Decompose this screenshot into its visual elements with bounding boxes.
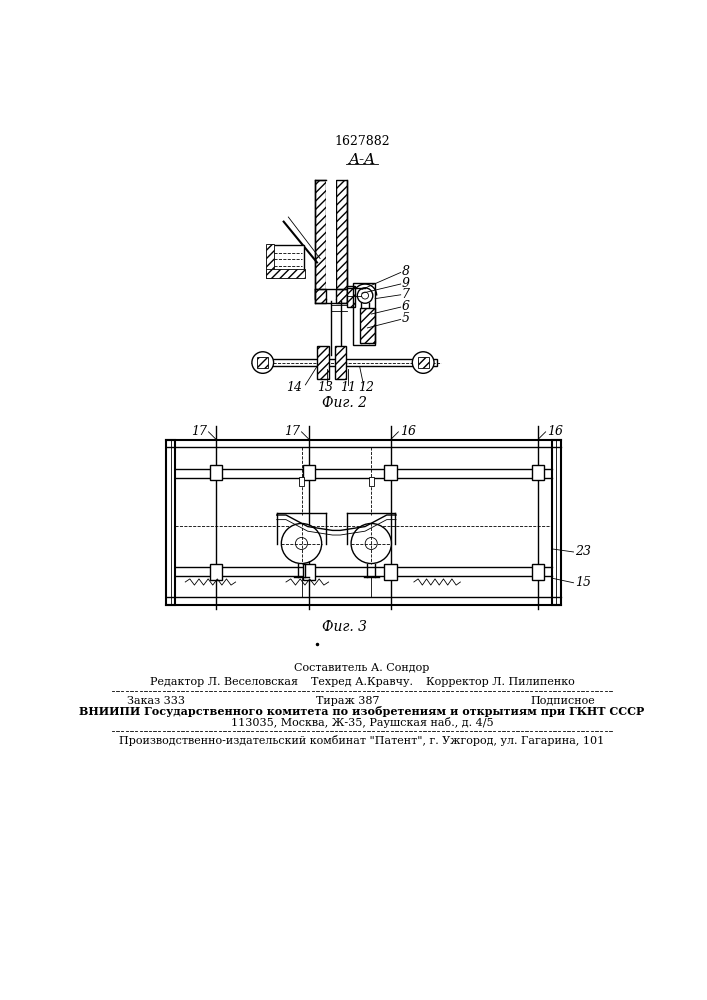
Text: ВНИИПИ Государственного комитета по изобретениям и открытиям при ГКНТ СССР: ВНИИПИ Государственного комитета по изоб… (79, 706, 645, 717)
Text: Тираж 387: Тираж 387 (316, 696, 380, 706)
Circle shape (419, 358, 428, 367)
Text: Фиг. 2: Фиг. 2 (322, 396, 367, 410)
Text: 16: 16 (547, 425, 563, 438)
Circle shape (296, 537, 308, 550)
Text: Редактор Л. Веселовская: Редактор Л. Веселовская (151, 677, 298, 687)
Circle shape (258, 358, 267, 367)
Bar (385, 564, 397, 580)
Bar (299, 477, 304, 486)
Bar (532, 465, 544, 480)
Bar (303, 564, 315, 580)
Text: 23: 23 (575, 545, 591, 558)
Text: 17: 17 (191, 425, 207, 438)
Circle shape (366, 537, 378, 550)
Text: 1627882: 1627882 (334, 135, 390, 148)
Text: Техред А.Кравчу.: Техред А.Кравчу. (311, 677, 413, 687)
Text: Подписное: Подписное (530, 696, 595, 706)
Text: 6: 6 (402, 300, 409, 313)
Text: Составитель А. Сондор: Составитель А. Сондор (294, 663, 430, 673)
Bar (166, 440, 175, 605)
Bar (315, 289, 327, 303)
Bar (337, 289, 347, 303)
Text: Производственно-издательский комбинат "Патент", г. Ужгород, ул. Гагарина, 101: Производственно-издательский комбинат "П… (119, 735, 604, 746)
Text: 9: 9 (402, 277, 409, 290)
Circle shape (252, 352, 274, 373)
Circle shape (357, 288, 373, 303)
Text: 17: 17 (284, 425, 300, 438)
Circle shape (351, 523, 392, 564)
Bar (327, 180, 337, 299)
Bar (210, 564, 223, 580)
Bar (266, 244, 274, 278)
Circle shape (361, 292, 368, 299)
Bar (385, 465, 397, 480)
Text: 16: 16 (400, 425, 416, 438)
Bar (257, 357, 268, 368)
Bar (317, 346, 329, 379)
Text: A-A: A-A (349, 153, 375, 167)
Text: Фиг. 3: Фиг. 3 (322, 620, 367, 634)
Bar (256, 357, 267, 368)
Bar (354, 283, 375, 345)
Bar (303, 465, 315, 480)
Bar (255, 359, 437, 366)
Bar (266, 269, 305, 278)
Text: Корректор Л. Пилипенко: Корректор Л. Пилипенко (426, 677, 575, 687)
Circle shape (281, 523, 322, 564)
Bar (369, 477, 373, 486)
Bar (335, 346, 346, 379)
Text: 15: 15 (575, 576, 591, 588)
Text: 13: 13 (317, 381, 333, 394)
Text: 5: 5 (402, 312, 409, 325)
Bar (532, 564, 544, 580)
Text: Заказ 333: Заказ 333 (127, 696, 185, 706)
Bar (418, 357, 428, 368)
Text: 14: 14 (286, 381, 302, 394)
Bar (347, 286, 355, 307)
Circle shape (412, 352, 434, 373)
Text: 8: 8 (402, 265, 409, 278)
Bar (337, 180, 347, 299)
Bar (360, 308, 375, 343)
Text: 12: 12 (358, 381, 374, 394)
Bar (315, 180, 327, 299)
Bar (210, 465, 223, 480)
Text: 7: 7 (402, 288, 409, 301)
Text: 113035, Москва, Ж-35, Раушская наб., д. 4/5: 113035, Москва, Ж-35, Раушская наб., д. … (230, 717, 493, 728)
Bar (552, 440, 561, 605)
Text: 11: 11 (340, 381, 356, 394)
Bar (267, 245, 304, 277)
